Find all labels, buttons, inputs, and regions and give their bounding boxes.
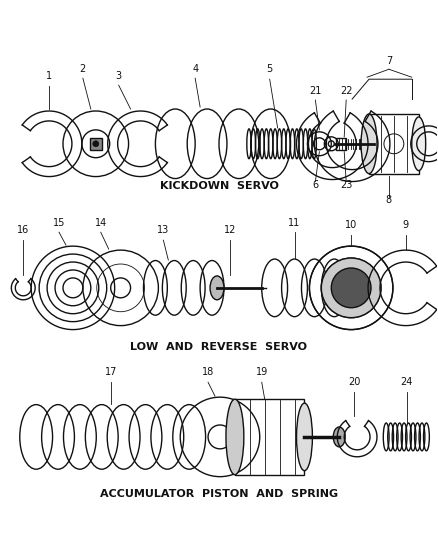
Text: 13: 13 <box>157 225 170 235</box>
Circle shape <box>331 268 371 308</box>
Text: 17: 17 <box>105 367 117 377</box>
Bar <box>369 114 419 174</box>
Text: 9: 9 <box>403 220 409 230</box>
Text: 7: 7 <box>386 56 392 66</box>
Ellipse shape <box>297 403 312 471</box>
Text: 6: 6 <box>312 181 318 190</box>
Text: 4: 4 <box>192 64 198 74</box>
Bar <box>336 138 346 150</box>
Bar <box>90 138 102 150</box>
Text: LOW  AND  REVERSE  SERVO: LOW AND REVERSE SERVO <box>131 343 307 352</box>
Ellipse shape <box>412 117 426 171</box>
Text: 10: 10 <box>345 220 357 230</box>
Circle shape <box>93 141 99 147</box>
Ellipse shape <box>333 427 345 447</box>
Text: 20: 20 <box>348 377 360 387</box>
Bar <box>360 139 374 149</box>
Text: 19: 19 <box>256 367 268 377</box>
Text: 24: 24 <box>401 377 413 387</box>
Circle shape <box>321 258 381 318</box>
Text: 1: 1 <box>46 71 52 81</box>
Text: 15: 15 <box>53 218 65 228</box>
Text: KICKDOWN  SERVO: KICKDOWN SERVO <box>159 181 279 190</box>
Text: 3: 3 <box>116 71 122 81</box>
Text: 23: 23 <box>340 181 353 190</box>
Text: 8: 8 <box>386 196 392 205</box>
Text: 22: 22 <box>340 86 353 96</box>
Text: ACCUMULATOR  PISTON  AND  SPRING: ACCUMULATOR PISTON AND SPRING <box>100 489 338 498</box>
Text: 12: 12 <box>224 225 236 235</box>
Text: 21: 21 <box>309 86 321 96</box>
Text: 14: 14 <box>95 218 107 228</box>
Text: 16: 16 <box>17 225 29 235</box>
Text: 2: 2 <box>80 64 86 74</box>
Bar <box>235 399 304 475</box>
Ellipse shape <box>210 276 224 300</box>
Text: 18: 18 <box>202 367 214 377</box>
Text: 11: 11 <box>288 218 300 228</box>
Ellipse shape <box>226 399 244 475</box>
Ellipse shape <box>361 114 377 174</box>
Text: 5: 5 <box>267 64 273 74</box>
